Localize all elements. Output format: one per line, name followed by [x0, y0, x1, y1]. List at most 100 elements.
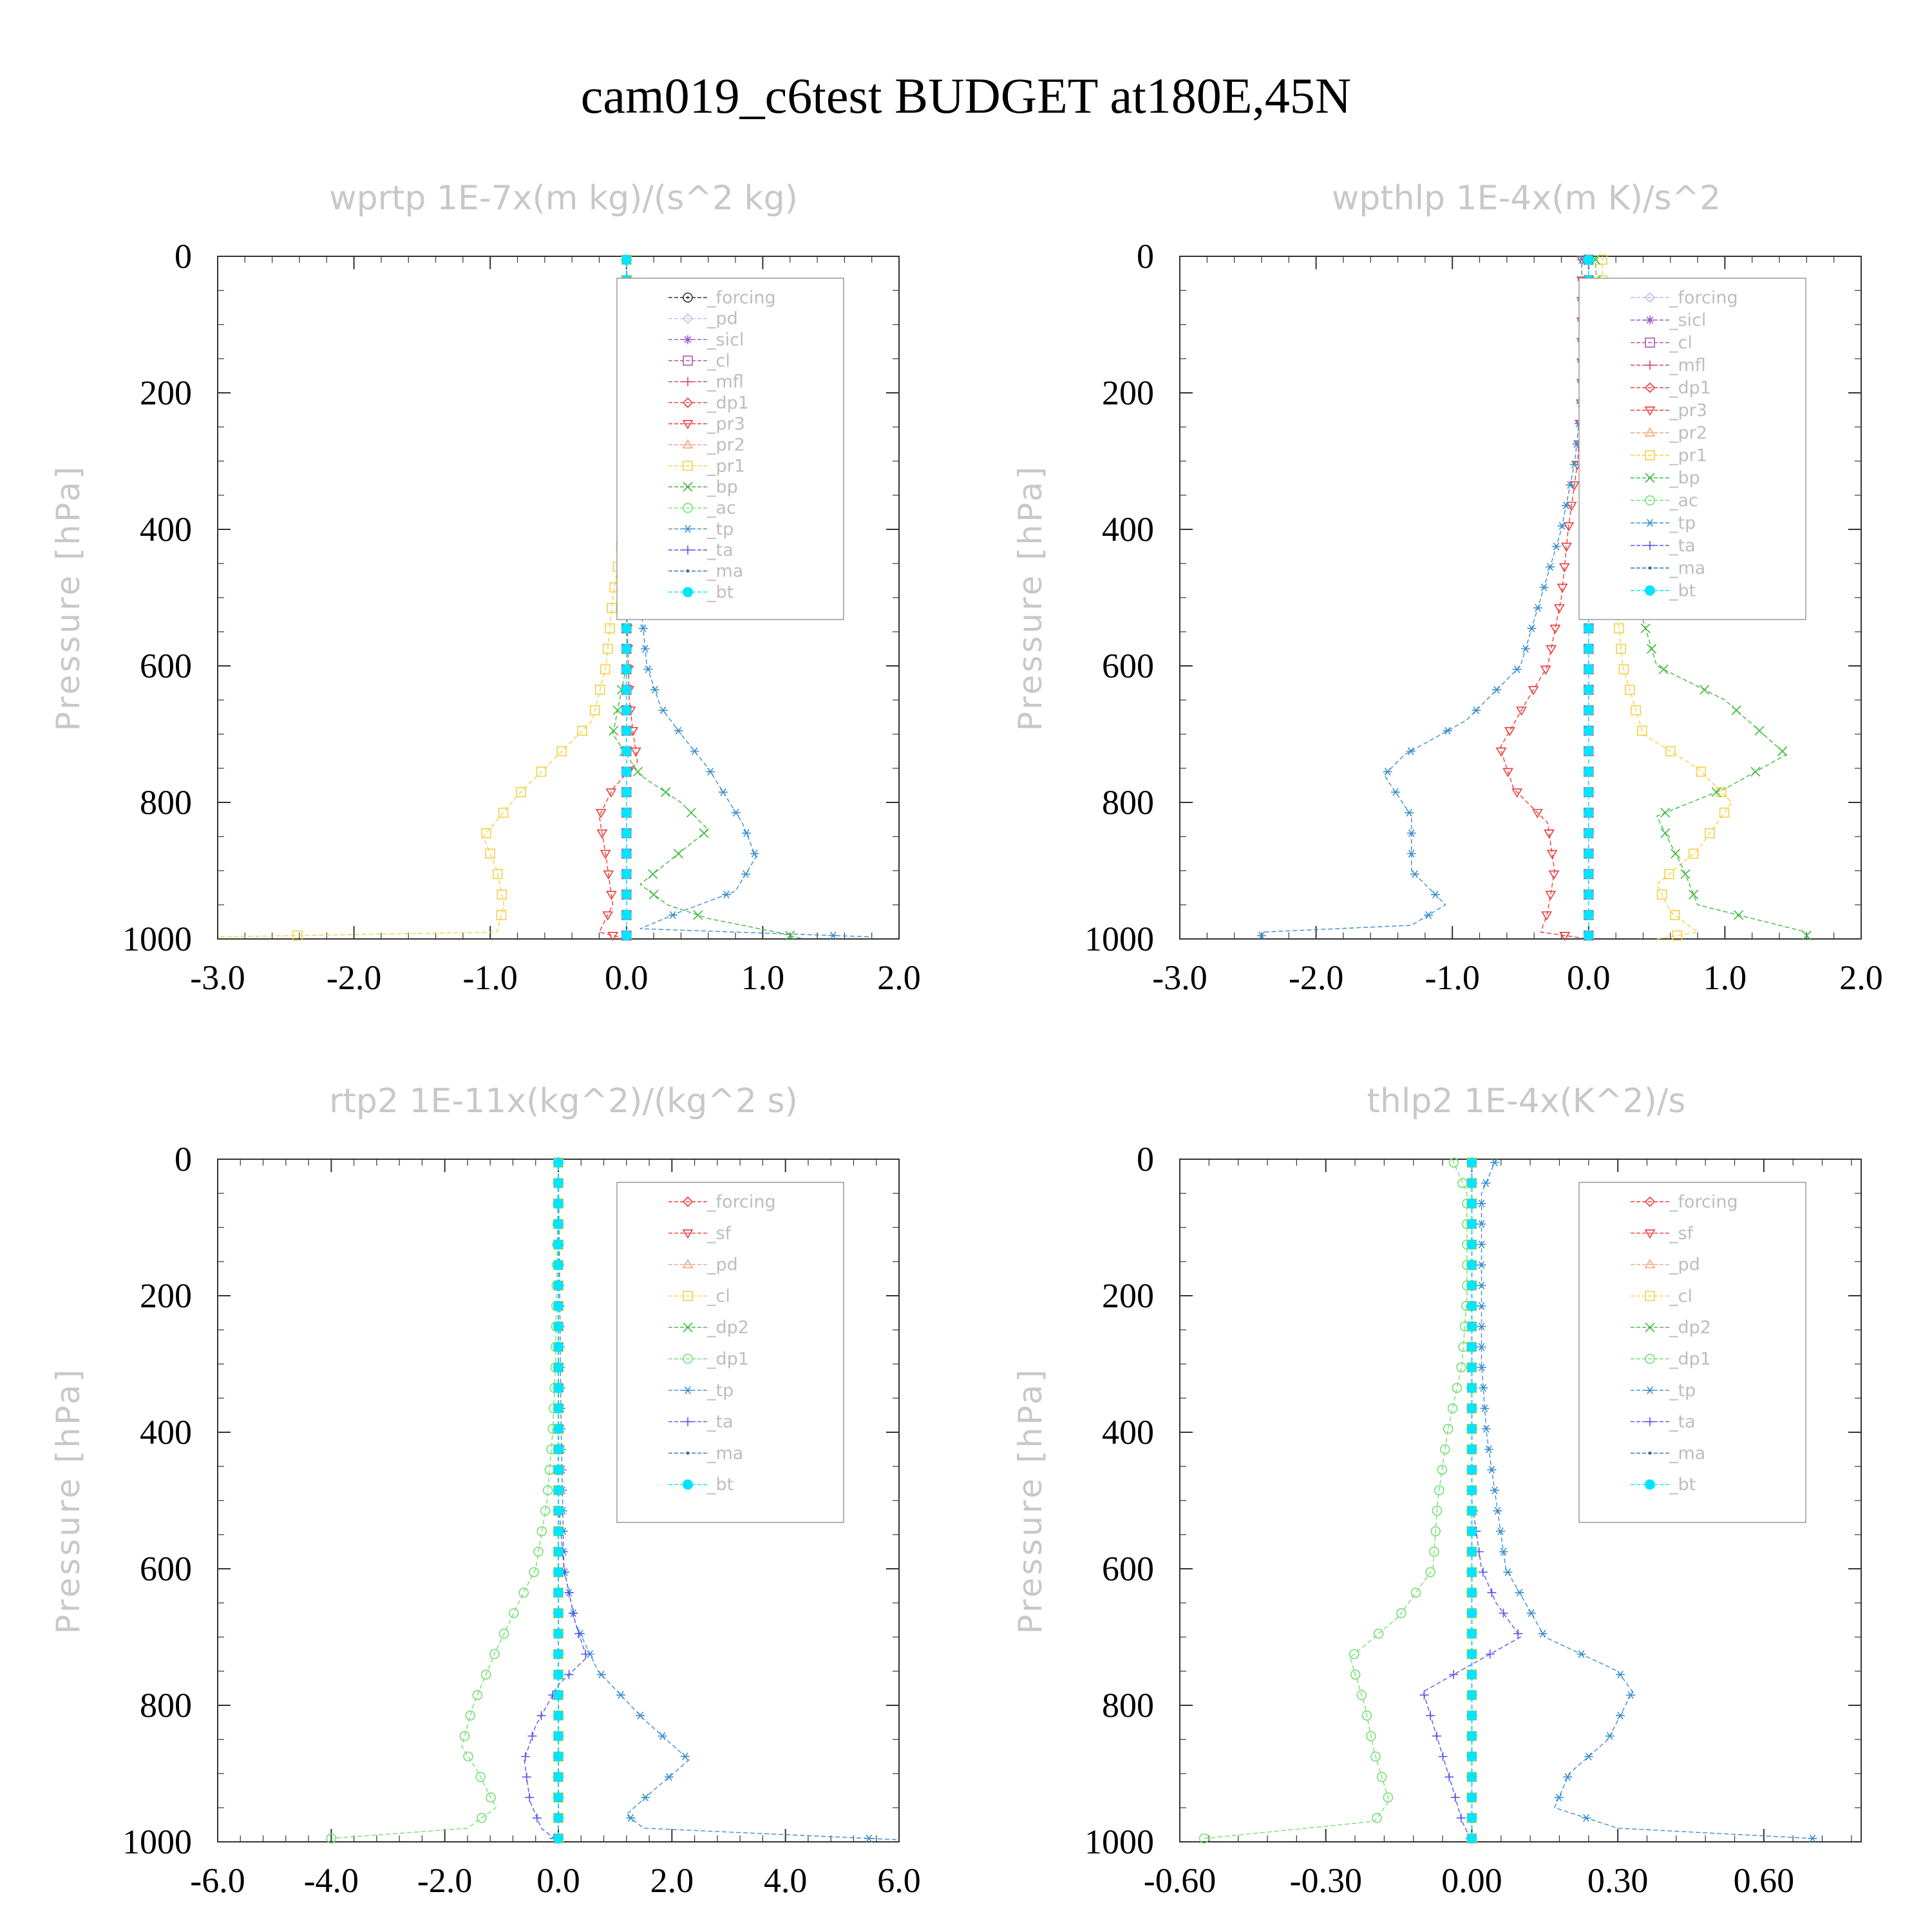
data-point	[1583, 685, 1594, 696]
series-line	[1261, 256, 1582, 933]
data-point	[1477, 1240, 1486, 1249]
legend-entry: _bt	[1631, 1475, 1696, 1495]
legend-marker	[682, 1196, 694, 1208]
data-point	[1583, 766, 1594, 777]
legend-marker	[1644, 427, 1656, 437]
legend-entry: _sf	[668, 1224, 732, 1244]
x-tick-label: -0.60	[1144, 1861, 1216, 1900]
data-point	[1479, 1384, 1488, 1392]
legend-entry: _dp1	[668, 393, 749, 413]
legend-entry: _dp2	[1631, 1318, 1711, 1338]
data-point	[553, 1157, 564, 1168]
legend-marker	[683, 1354, 693, 1364]
data-point	[596, 1671, 606, 1679]
data-point	[632, 766, 643, 777]
legend-marker	[683, 292, 693, 303]
data-point	[693, 910, 703, 920]
data-point	[621, 664, 632, 675]
data-point	[641, 1794, 650, 1802]
data-point	[1566, 502, 1577, 511]
data-point	[621, 869, 632, 880]
data-point	[1750, 766, 1761, 777]
data-point	[1432, 1506, 1443, 1516]
legend-entry: _ta	[1631, 536, 1696, 556]
data-point	[600, 664, 611, 675]
data-point	[1583, 664, 1594, 675]
data-point	[718, 788, 728, 797]
data-point	[1466, 1383, 1477, 1394]
data-point	[553, 1198, 564, 1209]
data-point	[516, 787, 526, 797]
data-point	[292, 930, 303, 941]
series-line	[217, 256, 627, 938]
data-point	[536, 766, 547, 777]
legend-marker	[1644, 1196, 1656, 1208]
legend-entry: _pr3	[1631, 401, 1707, 421]
data-point	[1466, 1300, 1477, 1311]
data-point	[1583, 746, 1594, 757]
plot-area: 0 200 400 600 800 1000-0.60 -0.30 0.00 0.30 0.60 P…	[1012, 1140, 1862, 1900]
panel-thlp2: thlp2 1E-4x(K^2)/s 0 200 400 600 800 1000-0.6…	[1012, 1082, 1862, 1900]
legend-entry: _pd	[668, 309, 738, 329]
data-point	[596, 829, 608, 839]
data-point	[459, 1730, 470, 1741]
legend-marker	[1645, 1479, 1655, 1490]
data-point	[621, 766, 632, 777]
data-point	[480, 1669, 491, 1680]
series-dp1	[1198, 1157, 1472, 1844]
data-point	[1561, 542, 1572, 553]
legend-entry: _bp	[668, 477, 738, 497]
legend-marker	[1644, 382, 1656, 393]
data-point	[1616, 643, 1626, 654]
legend-marker	[1648, 1451, 1652, 1455]
data-point	[1256, 931, 1266, 940]
data-point	[1545, 891, 1557, 900]
data-point	[533, 1546, 544, 1557]
data-point	[1527, 624, 1537, 632]
legend-marker	[683, 1417, 692, 1426]
data-point	[1731, 705, 1741, 715]
data-point	[1456, 1362, 1466, 1373]
data-point	[1554, 1794, 1564, 1802]
legend-entry: _sicl	[668, 330, 744, 350]
data-point	[621, 930, 632, 941]
legend-entry: _mfl	[668, 372, 744, 392]
legend-label: _ta	[706, 540, 734, 560]
data-point	[1466, 1772, 1477, 1783]
data-point	[1670, 910, 1680, 920]
y-tick-label: 600	[1102, 647, 1154, 685]
data-point	[1406, 829, 1416, 837]
legend-label: _bt	[706, 582, 734, 602]
data-point	[532, 1813, 542, 1823]
data-point	[602, 911, 614, 921]
data-point	[828, 931, 838, 940]
legend-label: _bp	[1669, 468, 1700, 488]
legend-marker	[687, 296, 689, 299]
panel-rtp2: rtp2 1E-11x(kg^2)/(kg^2 s) 0 200 400 600 800…	[50, 1082, 921, 1900]
data-point	[640, 645, 650, 653]
data-point	[621, 705, 632, 715]
data-point	[553, 1178, 564, 1189]
legend-box	[1578, 1182, 1806, 1523]
legend-entry: _ac	[668, 498, 736, 518]
y-tick-label: 800	[1102, 783, 1154, 822]
data-point	[706, 768, 715, 776]
data-point	[1546, 563, 1555, 571]
legend-entry: _ta	[668, 540, 734, 560]
data-point	[664, 1773, 674, 1781]
data-point	[661, 787, 671, 797]
legend-label: _tp	[1669, 513, 1696, 533]
legend-entry: _pr2	[1631, 423, 1707, 443]
legend-label: _tp	[706, 519, 734, 539]
data-point	[1490, 1486, 1499, 1495]
data-point	[496, 910, 507, 920]
data-point	[602, 643, 613, 654]
data-point	[605, 891, 617, 900]
data-point	[1583, 909, 1594, 920]
data-point	[1705, 828, 1715, 838]
data-point	[553, 1300, 564, 1311]
y-tick-label: 600	[140, 647, 192, 685]
y-tick-label: 1000	[1084, 1823, 1154, 1861]
legend-marker	[682, 397, 694, 408]
data-point	[508, 1608, 519, 1618]
